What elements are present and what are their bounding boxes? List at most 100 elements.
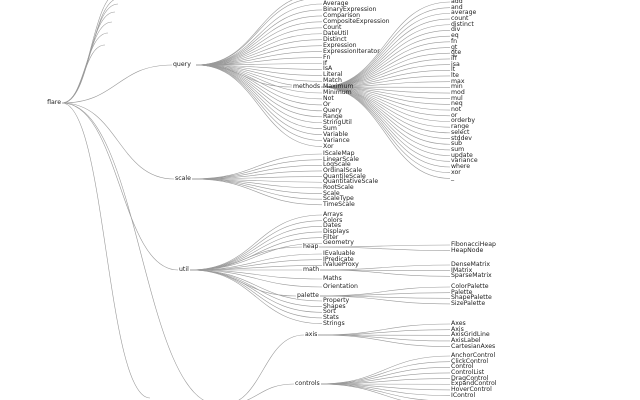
methods-child: or	[451, 111, 458, 119]
util-child: Shapes	[323, 302, 346, 310]
axis-child-link	[317, 334, 451, 347]
palette-child: Palette	[451, 288, 473, 296]
axis-child: AxisLabel	[451, 336, 481, 344]
scale-child-link	[191, 178, 323, 194]
axis-child: Axes	[451, 319, 466, 327]
util-child: Arrays	[323, 210, 343, 218]
heap-link	[189, 246, 303, 271]
methods-child-link	[319, 24, 451, 88]
methods-child: min	[451, 83, 463, 91]
util-child: Dates	[323, 222, 342, 230]
methods-child: sub	[451, 140, 463, 148]
query-child: DateUtil	[323, 29, 349, 37]
scale-child: QuantileScale	[323, 172, 366, 180]
util-child-link	[189, 220, 323, 271]
root-link	[61, 32, 109, 104]
util-child: IValueProxy	[323, 261, 359, 269]
controls-link	[246, 383, 295, 400]
methods-child: fn	[451, 37, 458, 45]
controls-child: IControl	[451, 391, 476, 399]
heap-node-label: heap	[302, 242, 320, 251]
methods-child: max	[451, 77, 465, 85]
axis-child: Axis	[451, 325, 464, 333]
query-child: CompositeExpression	[323, 17, 390, 25]
methods-child-link	[319, 41, 451, 88]
scale-child: ScaleType	[323, 195, 354, 203]
root-link	[61, 102, 205, 400]
methods-child: add	[451, 0, 463, 5]
methods-child-link	[319, 18, 451, 88]
query-child: Range	[323, 112, 343, 120]
query-child: Xor	[323, 142, 334, 150]
util-child: Colors	[323, 216, 343, 224]
query-child-link	[195, 27, 323, 66]
methods-child-link	[319, 58, 451, 88]
methods-child-link	[319, 52, 451, 88]
methods-child: iff	[451, 54, 457, 62]
scale-child: LinearScale	[323, 155, 359, 163]
methods-child: range	[451, 123, 469, 131]
util-child: Maths	[323, 274, 342, 282]
query-child: Average	[323, 0, 349, 7]
methods-child: lt	[451, 66, 456, 74]
math-child: IMatrix	[451, 266, 473, 274]
util-child: Sort	[323, 308, 336, 316]
methods-child: stddev	[451, 134, 472, 142]
methods-child: gt	[451, 43, 458, 51]
palette-child: SizePalette	[451, 299, 486, 307]
controls-node-label: controls	[294, 379, 321, 388]
query-child: Variance	[323, 136, 350, 144]
scale-child-link	[191, 176, 323, 180]
util-child: IEvaluable	[323, 249, 356, 257]
query-child-link	[195, 21, 323, 66]
query-child: Comparison	[323, 11, 361, 19]
axis-child: CartesianAxes	[451, 342, 496, 350]
controls-link	[317, 383, 402, 400]
query-child: If	[323, 59, 328, 67]
util-child-link	[189, 226, 323, 271]
controls-child: ExpandControl	[451, 380, 497, 388]
query-child: Variable	[323, 130, 349, 138]
query-child: BinaryExpression	[323, 5, 377, 13]
query-child: Literal	[323, 71, 343, 79]
scale-child: IScaleMap	[323, 149, 355, 157]
methods-child-link	[319, 1, 451, 88]
query-node-label: query	[172, 60, 192, 69]
query-child: StringUtil	[323, 118, 352, 126]
query-child: ExpressionIterator	[323, 47, 380, 55]
heap-child: HeapNode	[451, 246, 484, 254]
methods-child: neq	[451, 100, 463, 108]
query-link	[195, 0, 305, 66]
query-child-link	[195, 45, 323, 66]
util-child: Stats	[323, 313, 339, 321]
methods-child: update	[451, 151, 473, 159]
query-child: Expression	[323, 41, 357, 49]
methods-child: mod	[451, 88, 465, 96]
methods-node-label: methods	[292, 82, 322, 91]
query-child: Sum	[323, 124, 337, 132]
query-child: Minimum	[323, 88, 352, 96]
scale-child: QuantitativeScale	[323, 178, 379, 186]
query-link	[195, 0, 294, 66]
axis-node-label: axis	[304, 330, 319, 339]
axis-child: AxisGridLine	[451, 331, 490, 339]
util-child-link	[189, 214, 323, 271]
axis-link	[238, 334, 305, 400]
util-child-link	[189, 269, 323, 307]
util-child-link	[189, 269, 323, 324]
methods-child-link	[319, 35, 451, 88]
math-child-link	[317, 269, 451, 277]
methods-child: isa	[451, 60, 460, 68]
util-child-link	[189, 231, 323, 271]
methods-child-link	[319, 30, 451, 88]
util-child: Orientation	[323, 282, 358, 290]
util-child-link	[189, 269, 323, 288]
controls-child-link	[317, 372, 451, 385]
methods-child: select	[451, 128, 470, 136]
util-child: Geometry	[323, 239, 354, 247]
palette-child-link	[317, 295, 451, 305]
math-node-label: math	[302, 265, 321, 274]
util-node-label: util	[178, 265, 190, 274]
